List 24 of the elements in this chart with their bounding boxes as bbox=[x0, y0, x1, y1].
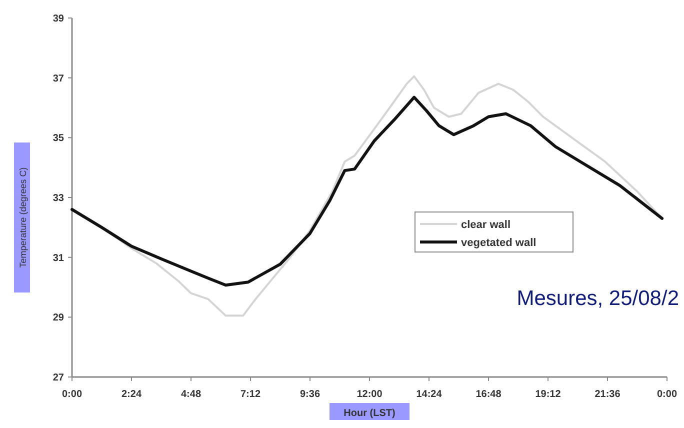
legend-label: vegetated wall bbox=[461, 236, 536, 249]
y-tick-label: 39 bbox=[52, 14, 64, 24]
y-tick-label: 33 bbox=[52, 193, 64, 204]
y-tick-label: 29 bbox=[52, 312, 64, 324]
x-tick-label: 14:24 bbox=[416, 389, 442, 400]
annotation: Mesures, 25/08/2 bbox=[516, 287, 679, 310]
y-tick-label: 35 bbox=[52, 133, 64, 144]
legend-label: clear wall bbox=[461, 218, 511, 231]
y-axis-title: Temperature (degrees C) bbox=[18, 167, 28, 268]
y-tick-label: 31 bbox=[52, 252, 64, 264]
y-tick-label: 37 bbox=[52, 73, 64, 84]
x-axis-title: Hour (LST) bbox=[344, 408, 396, 419]
x-tick-label: 4:48 bbox=[180, 389, 202, 400]
x-tick-label: 7:12 bbox=[240, 389, 261, 400]
x-tick-label: 21:36 bbox=[594, 389, 621, 400]
x-tick-label: 2:24 bbox=[121, 389, 142, 400]
x-tick-label: 9:36 bbox=[300, 389, 320, 400]
x-tick-label: 12:00 bbox=[356, 389, 383, 400]
x-tick-label: 16:48 bbox=[476, 389, 502, 400]
x-tick-label: 19:12 bbox=[535, 389, 562, 400]
line-series bbox=[70, 96, 664, 287]
x-tick-label: 0:00 bbox=[656, 389, 678, 400]
y-tick-label: 27 bbox=[52, 372, 64, 384]
x-tick-label: 0:00 bbox=[62, 389, 82, 400]
